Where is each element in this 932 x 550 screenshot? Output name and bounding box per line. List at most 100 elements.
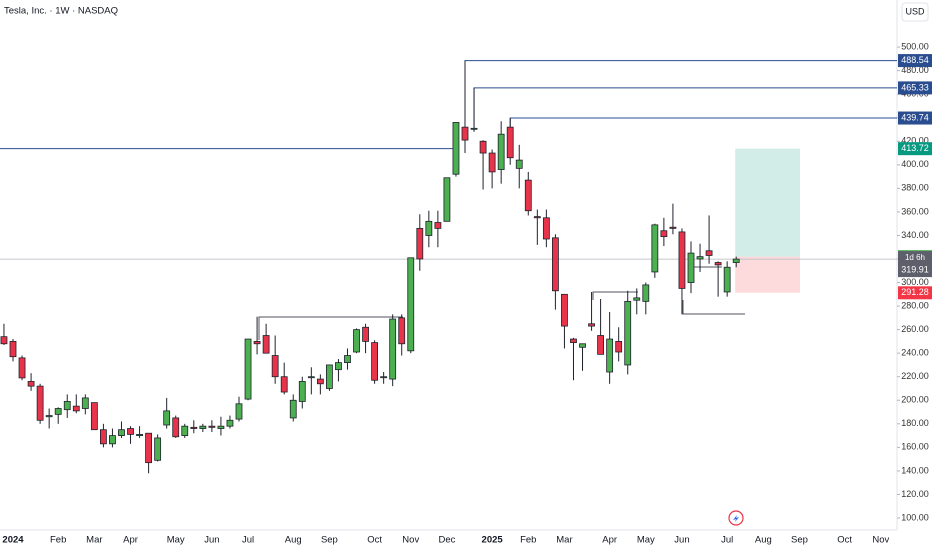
x-tick-label: Aug xyxy=(285,535,302,546)
candle-body xyxy=(371,342,379,381)
candle-body xyxy=(335,362,342,371)
candle-body xyxy=(588,323,595,327)
x-tick-label: Sep xyxy=(321,535,338,546)
candle-body xyxy=(36,385,44,421)
y-tick-label: 140.00 xyxy=(901,465,929,475)
x-tick-label: Feb xyxy=(50,535,66,546)
logo-bolt xyxy=(733,515,739,522)
candle-body xyxy=(362,326,369,342)
candle-body xyxy=(443,177,451,222)
candle-body xyxy=(298,381,306,402)
x-tick-label: May xyxy=(637,535,655,546)
candle-body xyxy=(271,355,279,378)
stop-label: 291.28 xyxy=(901,287,929,297)
level-label-box xyxy=(898,111,932,125)
candle-body xyxy=(307,376,315,379)
candle-body xyxy=(461,126,469,141)
candle-body xyxy=(552,237,559,292)
stop-label-box xyxy=(898,286,932,300)
candle-body xyxy=(678,231,686,289)
candle-body xyxy=(172,417,180,438)
x-tick-label: May xyxy=(167,535,185,546)
candle-body xyxy=(109,435,116,445)
candle-body xyxy=(154,437,162,461)
candle-body xyxy=(642,284,650,302)
candle-body xyxy=(479,140,487,154)
candle-body xyxy=(45,415,53,418)
candle-body xyxy=(380,376,388,379)
level-label-box xyxy=(898,54,932,68)
candle-body xyxy=(208,425,216,428)
candle-body xyxy=(660,230,668,238)
y-tick-label: 280.00 xyxy=(901,300,929,310)
candle-body xyxy=(325,364,333,389)
candle-body xyxy=(81,397,89,409)
x-tick-label: Feb xyxy=(520,535,536,546)
candle-body xyxy=(27,381,35,387)
y-tick-label: 120.00 xyxy=(901,489,929,499)
candle-body xyxy=(732,258,740,263)
candle-body xyxy=(353,329,360,353)
drawing-line xyxy=(258,316,403,340)
candle-body xyxy=(9,341,17,358)
candle-body xyxy=(470,127,478,130)
candle-body xyxy=(190,426,198,429)
x-tick-label: Mar xyxy=(556,535,572,546)
candle-body xyxy=(316,378,324,385)
candle-body xyxy=(497,133,505,170)
candle-body xyxy=(398,317,406,345)
candle-body xyxy=(63,401,71,411)
currency-box[interactable] xyxy=(901,2,929,22)
x-tick-label: Sep xyxy=(791,535,808,546)
candle-body xyxy=(72,405,80,412)
y-tick-label: 220.00 xyxy=(901,371,929,381)
x-tick-label: Aug xyxy=(755,535,772,546)
level-label: 488.54 xyxy=(901,55,929,65)
candle-body xyxy=(633,297,641,301)
x-tick-label: Oct xyxy=(367,535,382,546)
y-tick-label: 480.00 xyxy=(901,65,929,75)
target-zone xyxy=(735,148,800,257)
candle-body xyxy=(624,300,632,366)
candle-body xyxy=(488,152,496,173)
candle-body xyxy=(705,250,713,256)
candle-body xyxy=(696,256,704,260)
currency[interactable]: USD xyxy=(905,6,925,16)
candle-body xyxy=(118,429,125,436)
candle-body xyxy=(145,432,153,464)
x-tick-label: Jun xyxy=(204,535,219,546)
candle-body xyxy=(244,338,252,400)
y-tick-label: 160.00 xyxy=(901,442,929,452)
level-label: 439.74 xyxy=(901,112,929,122)
candle-body xyxy=(100,429,107,445)
candle-body xyxy=(344,355,351,363)
y-tick-label: 360.00 xyxy=(901,206,929,216)
drawing-line xyxy=(592,291,638,300)
x-tick-label: Mar xyxy=(86,535,102,546)
candle-body xyxy=(280,376,288,393)
candle-body xyxy=(163,410,171,426)
x-tick-label: 2025 xyxy=(482,535,504,546)
candle-body xyxy=(651,224,659,273)
candle-body xyxy=(687,252,695,283)
candle-body xyxy=(506,126,514,159)
x-tick-label: Oct xyxy=(837,535,852,546)
y-tick-label: 260.00 xyxy=(901,324,929,334)
candle-body xyxy=(669,226,677,229)
x-tick-label: 2024 xyxy=(2,535,24,546)
countdown: 1d 6h xyxy=(905,253,925,262)
x-tick-label: Dec xyxy=(438,535,455,546)
y-tick-label: 500.00 xyxy=(901,41,929,51)
candle-body xyxy=(615,341,623,353)
last-price-box xyxy=(898,251,932,278)
y-tick-label: 200.00 xyxy=(901,395,929,405)
y-tick-label: 300.00 xyxy=(901,277,929,287)
candle-body xyxy=(561,293,568,327)
drawing-line xyxy=(682,300,745,315)
y-tick-label: 380.00 xyxy=(901,183,929,193)
target-label: 413.72 xyxy=(901,143,929,153)
candle-body xyxy=(54,408,62,415)
level-label: 465.33 xyxy=(901,82,929,92)
candle-body xyxy=(127,428,134,435)
candle-body xyxy=(407,257,415,352)
